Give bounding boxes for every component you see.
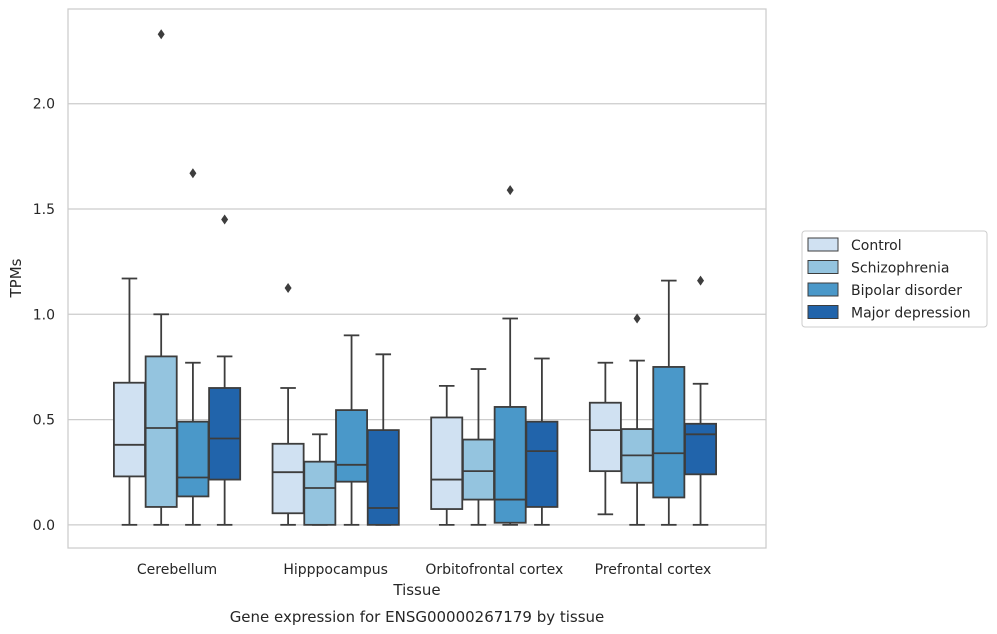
box-bipolar-disorder [652, 279, 686, 526]
legend-swatch [807, 237, 839, 252]
box-control [588, 361, 622, 516]
box-schizophrenia [462, 368, 495, 526]
y-tick-label: 1.5 [33, 202, 55, 218]
box-iqr [271, 442, 305, 515]
x-axis-label: Tissue [392, 581, 440, 599]
box-control [113, 277, 146, 526]
box-bipolar-disorder [176, 168, 210, 526]
box-major-depression [684, 275, 717, 526]
box-iqr [113, 381, 146, 478]
legend-entry: Control [851, 238, 902, 254]
box-iqr [652, 366, 686, 499]
outlier-point [697, 275, 705, 286]
box-iqr [493, 406, 527, 524]
box-iqr [144, 355, 178, 508]
chart-caption: Gene expression for ENSG00000267179 by t… [230, 608, 605, 626]
box-iqr [366, 429, 400, 526]
legend-swatch [807, 282, 839, 297]
y-tick-label: 0.5 [33, 413, 55, 429]
box-iqr [176, 420, 210, 498]
box-major-depression [525, 357, 559, 526]
outlier-point [284, 282, 292, 293]
box-schizophrenia [144, 29, 178, 526]
box-major-depression [208, 214, 242, 526]
x-tick-label: Hipppocampus [283, 562, 388, 578]
box-iqr [335, 409, 368, 483]
box-bipolar-disorder [493, 185, 527, 526]
box-iqr [525, 420, 559, 508]
legend: Control Schizophrenia Bipolar disorder Majo… [801, 230, 988, 328]
box-series [113, 29, 717, 526]
box-control [271, 282, 305, 526]
grid-lines [68, 103, 766, 526]
outlier-point [157, 29, 165, 40]
x-tick-label: Prefrontal cortex [595, 562, 712, 578]
y-tick-label: 0.0 [33, 518, 55, 534]
y-axis-label: TPMs [7, 258, 25, 298]
outlier-point [189, 168, 197, 179]
y-axis-ticks: 0.0 0.5 1.0 1.5 2.0 [33, 97, 55, 534]
x-tick-label: Orbitofrontal cortex [425, 562, 563, 578]
legend-swatch [807, 305, 839, 319]
y-tick-label: 2.0 [33, 97, 55, 113]
y-tick-label: 1.0 [33, 307, 55, 323]
x-axis-ticks: Cerebellum Hipppocampus Orbitofrontal cort… [137, 562, 711, 578]
outlier-point [506, 185, 514, 196]
x-tick-label: Cerebellum [137, 562, 217, 578]
box-iqr [430, 416, 464, 510]
legend-swatch [807, 260, 839, 274]
box-schizophrenia [620, 313, 654, 526]
plot-area-frame [67, 8, 767, 549]
legend-entry: Schizophrenia [851, 261, 949, 277]
outlier-point [633, 313, 641, 324]
legend-frame [801, 230, 988, 328]
outlier-point [221, 214, 229, 225]
box-bipolar-disorder [335, 334, 368, 526]
box-iqr [684, 422, 717, 476]
box-schizophrenia [303, 433, 337, 526]
box-major-depression [366, 353, 400, 526]
legend-entry: Bipolar disorder [851, 283, 962, 299]
box-iqr [208, 387, 242, 481]
box-iqr [303, 460, 337, 526]
legend-entry: Major depression [851, 306, 971, 322]
box-iqr [462, 438, 495, 501]
box-control [430, 384, 464, 526]
box-iqr [588, 401, 622, 473]
